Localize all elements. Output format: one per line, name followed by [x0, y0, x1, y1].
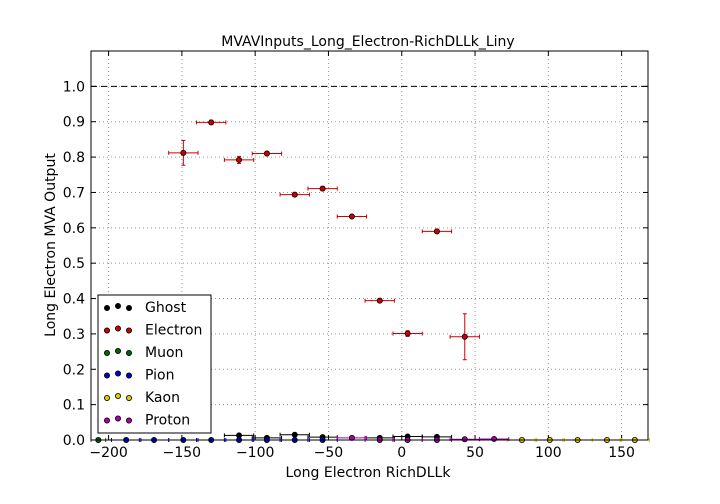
legend-marker — [115, 415, 122, 422]
y-tick-label: 0.5 — [63, 256, 85, 272]
legend-label: Muon — [145, 345, 183, 361]
y-tick-label: 1.0 — [63, 79, 85, 95]
legend-marker — [104, 372, 111, 379]
x-tick-label: 50 — [466, 445, 484, 461]
legend-entry: Kaon — [104, 390, 180, 406]
legend-entry: Proton — [104, 413, 190, 429]
legend-marker — [126, 327, 133, 334]
y-axis-label: Long Electron MVA Output — [43, 153, 59, 337]
legend: Ghost Electron Muon Pion Kaon Proton — [97, 294, 212, 434]
x-tick-label: 0 — [397, 445, 406, 461]
y-tick-label: 0.0 — [63, 433, 85, 449]
plot-frame — [90, 50, 649, 441]
legend-marker — [115, 370, 122, 377]
data-point — [461, 436, 468, 443]
chart-title: MVAVInputs_Long_Electron-RichDLLk_Liny — [221, 34, 514, 50]
x-tick-label: 100 — [535, 445, 562, 461]
legend-marker — [126, 372, 133, 379]
data-point — [291, 191, 298, 198]
x-tick-label: −200 — [89, 445, 127, 461]
y-tick-label: 0.3 — [63, 327, 85, 343]
legend-marker — [104, 394, 111, 401]
legend-marker — [115, 325, 122, 332]
x-tick-label: −150 — [163, 445, 201, 461]
legend-box — [97, 294, 212, 434]
legend-marker — [104, 349, 111, 356]
legend-entry: Electron — [104, 323, 202, 339]
legend-label: Pion — [145, 368, 174, 384]
y-tick-label: 0.7 — [63, 185, 85, 201]
y-tick-label: 0.2 — [63, 362, 85, 378]
legend-marker — [104, 327, 111, 334]
data-point — [491, 435, 498, 442]
data-point — [319, 185, 326, 192]
legend-label: Kaon — [145, 390, 180, 406]
data-point — [263, 150, 270, 157]
legend-marker — [104, 417, 111, 424]
legend-label: Electron — [145, 323, 202, 339]
legend-marker — [115, 392, 122, 399]
series-ghost — [223, 431, 453, 441]
axis-ticks: −200 −150 −100 −50 0 50 100 150 0.0 0.1 0.2 0.3 0.4 0… — [63, 51, 648, 461]
y-tick-label: 0.8 — [63, 150, 85, 166]
data-point — [180, 149, 187, 156]
legend-marker — [126, 304, 133, 311]
x-tick-label: −100 — [236, 445, 274, 461]
legend-entry: Pion — [104, 368, 174, 384]
data-point — [461, 333, 468, 340]
data-point — [236, 156, 243, 163]
legend-marker — [126, 394, 133, 401]
x-tick-label: −50 — [314, 445, 344, 461]
data-point — [433, 228, 440, 235]
series-electron — [168, 119, 480, 361]
y-tick-label: 0.1 — [63, 398, 85, 414]
legend-marker — [115, 302, 122, 309]
data-point — [208, 119, 215, 126]
x-axis-label: Long Electron RichDLLk — [286, 465, 452, 481]
legend-marker — [126, 417, 133, 424]
data-point — [404, 330, 411, 337]
x-tick-label: 150 — [608, 445, 635, 461]
y-tick-label: 0.6 — [63, 221, 85, 237]
legend-entry: Ghost — [104, 300, 187, 316]
legend-label: Ghost — [145, 300, 187, 316]
y-tick-label: 0.9 — [63, 115, 85, 131]
y-tick-label: 0.4 — [63, 292, 85, 308]
legend-marker — [104, 304, 111, 311]
legend-marker — [126, 349, 133, 356]
legend-entry: Muon — [104, 345, 183, 361]
data-point — [291, 431, 298, 438]
data-point — [376, 297, 383, 304]
legend-marker — [115, 347, 122, 354]
legend-label: Proton — [145, 413, 190, 429]
data-point — [348, 213, 355, 220]
